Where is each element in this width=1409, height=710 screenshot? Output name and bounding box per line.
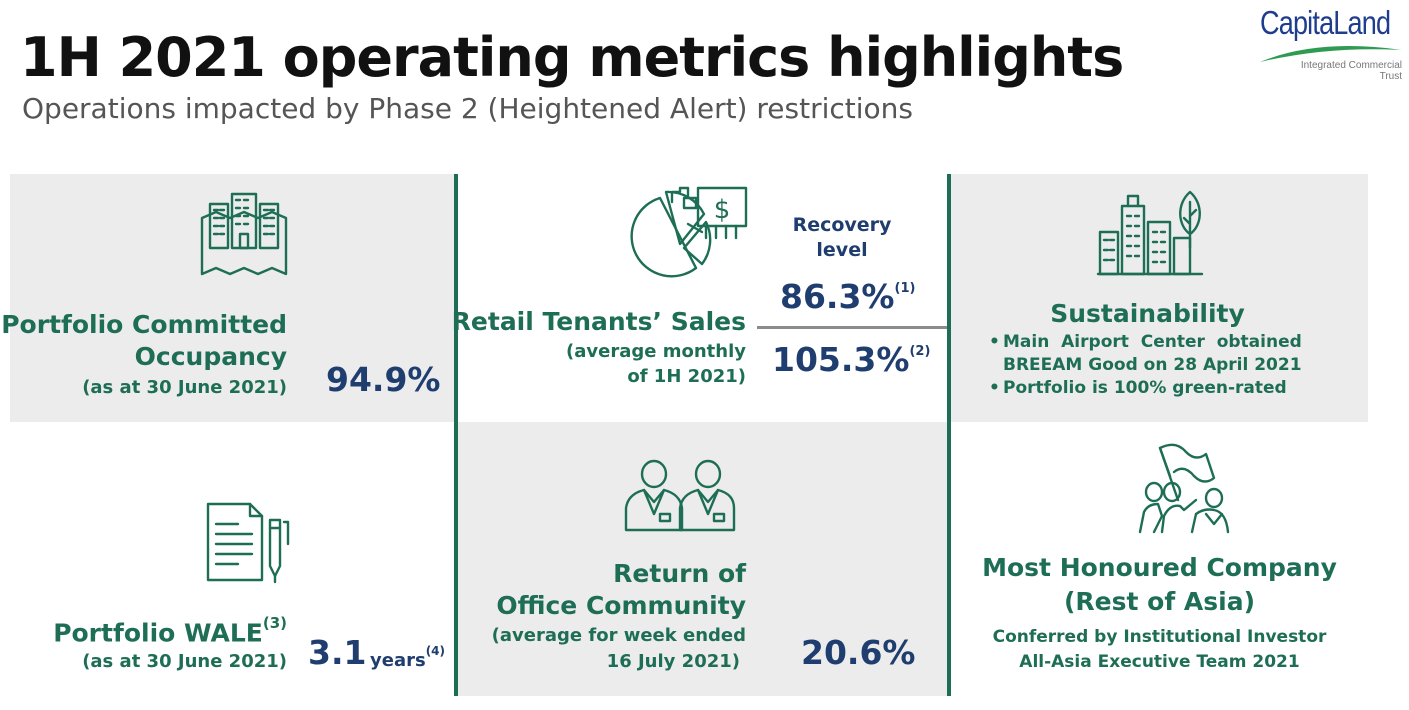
- divider-right: [947, 174, 951, 696]
- document-pen-icon: [206, 502, 290, 584]
- recovery-label-line1: Recovery: [792, 214, 892, 236]
- award-label-line1: Most Honoured Company: [982, 553, 1337, 582]
- recovery-value-2-footnote: (2): [909, 344, 931, 359]
- wale-label-text: Portfolio WALE: [53, 618, 263, 648]
- recovery-divider: [757, 326, 947, 329]
- bullet-1-line-2: BREEAM Good on 28 April 2021: [1003, 355, 1302, 375]
- sustainability-label: Sustainability: [1050, 299, 1245, 328]
- page-subtitle: Operations impacted by Phase 2 (Heighten…: [22, 92, 913, 125]
- office-value: 20.6%: [801, 633, 916, 672]
- retail-note-line1: (average monthly: [566, 341, 746, 362]
- capitaland-logo: CapitaLand Integrated Commercial Trust: [1256, 4, 1406, 82]
- logo-name: CapitaLand: [1260, 4, 1391, 41]
- recovery-label-line2: level: [816, 239, 868, 261]
- wale-note: (as at 30 June 2021): [82, 651, 287, 672]
- green-city-leaf-icon: [1096, 190, 1204, 276]
- bullet-1-line-1: Main Airport Center obtained: [1003, 332, 1302, 352]
- recovery-value-2-number: 105.3%: [772, 340, 910, 379]
- recovery-value-1-footnote: (1): [894, 281, 916, 296]
- occupancy-label-line1: Portfolio Committed: [1, 310, 287, 339]
- occupancy-value: 94.9%: [326, 360, 441, 399]
- office-note-line2: 16 July 2021): [606, 651, 740, 672]
- office-panel: [458, 422, 949, 696]
- wale-unit: years(4): [370, 644, 445, 671]
- recovery-value-2: 105.3%(2): [772, 340, 930, 379]
- page-title: 1H 2021 operating metrics highlights: [20, 26, 1124, 89]
- award-note-line1: Conferred by Institutional Investor: [992, 627, 1327, 647]
- sustainability-bullets: Main Airport Center obtained BREEAM Good …: [989, 331, 1335, 400]
- recovery-value-1: 86.3%(1): [780, 277, 915, 316]
- office-buildings-map-icon: [200, 192, 288, 276]
- wale-unit-footnote: (4): [425, 644, 446, 658]
- office-note-line1: (average for week ended: [491, 625, 746, 646]
- pie-chart-money-icon: $: [630, 186, 748, 278]
- logo-swoosh-icon: [1260, 46, 1402, 62]
- wale-label: Portfolio WALE(3): [53, 614, 287, 648]
- office-workers-icon: [624, 459, 736, 532]
- recovery-value-1-number: 86.3%: [780, 277, 895, 316]
- award-note-line2: All-Asia Executive Team 2021: [1019, 652, 1300, 672]
- sustainability-bullet-2: Portfolio is 100% green-rated: [989, 377, 1335, 400]
- wale-label-footnote: (3): [262, 614, 287, 632]
- people-flag-icon: [1138, 443, 1230, 534]
- logo-sub-line2: Trust: [1379, 71, 1402, 82]
- occupancy-note: (as at 30 June 2021): [82, 377, 287, 398]
- office-label-line2: Office Community: [496, 591, 746, 620]
- occupancy-label-line2: Occupancy: [134, 342, 287, 371]
- divider-left: [454, 174, 458, 696]
- sustainability-bullet-1: Main Airport Center obtained BREEAM Good …: [989, 331, 1335, 377]
- award-label-line2: (Rest of Asia): [1063, 587, 1255, 616]
- wale-value: 3.1: [308, 633, 367, 672]
- logo-sub-line1: Integrated Commercial: [1300, 60, 1402, 71]
- svg-text:$: $: [714, 195, 731, 225]
- office-label-line1: Return of: [613, 559, 746, 588]
- retail-note-line2: of 1H 2021): [627, 366, 746, 387]
- retail-label: Retail Tenants’ Sales: [451, 307, 746, 336]
- wale-unit-text: years: [370, 650, 426, 671]
